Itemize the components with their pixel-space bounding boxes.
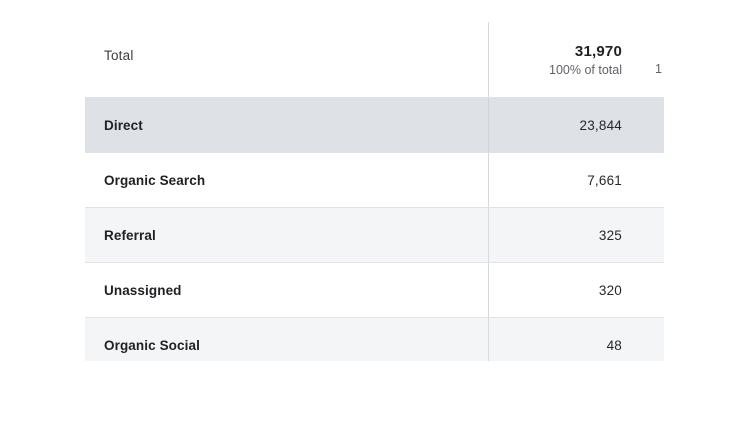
channel-dimension-cell: Organic Search	[85, 153, 488, 207]
total-label: Total	[104, 48, 134, 63]
channel-value: 23,844	[579, 117, 622, 133]
total-row-metric-cell: 31,970 100% of total 1	[488, 22, 664, 97]
channel-metric-cell: 7,661	[488, 153, 664, 207]
channel-label: Unassigned	[104, 282, 182, 298]
total-row: Total 31,970 100% of total 1	[85, 22, 664, 97]
channel-dimension-cell: Unassigned	[85, 263, 488, 317]
clipped-next-column-text: 1	[655, 62, 662, 76]
channel-metric-cell: 320	[488, 263, 664, 317]
table-row[interactable]: Referral 325	[85, 207, 664, 262]
channel-dimension-cell: Direct	[85, 98, 488, 152]
total-row-dimension-cell: Total	[85, 22, 488, 97]
channel-label: Direct	[104, 117, 143, 133]
table-row[interactable]: Unassigned 320	[85, 262, 664, 317]
channels-data-table: Total 31,970 100% of total 1 Direct 23,8…	[85, 22, 664, 361]
table-row[interactable]: Direct 23,844	[85, 97, 664, 152]
channel-dimension-cell: Referral	[85, 208, 488, 262]
total-percent-of-total: 100% of total	[549, 62, 622, 77]
channel-metric-cell: 325	[488, 208, 664, 262]
channel-metric-cell: 23,844	[488, 98, 664, 152]
table-body: Direct 23,844 Organic Search 7,661 Refer…	[85, 97, 664, 361]
channel-metric-cell: 48	[488, 318, 664, 361]
channel-value: 48	[606, 337, 622, 353]
channel-value: 325	[598, 227, 622, 243]
table-row[interactable]: Organic Search 7,661	[85, 152, 664, 207]
table-row[interactable]: Organic Social 48	[85, 317, 664, 361]
channel-value: 320	[598, 282, 622, 298]
channel-value: 7,661	[587, 172, 622, 188]
channel-dimension-cell: Organic Social	[85, 318, 488, 361]
channel-label: Organic Search	[104, 172, 206, 188]
channel-label: Referral	[104, 227, 156, 243]
total-metric-value: 31,970	[574, 42, 622, 60]
channel-label: Organic Social	[104, 337, 200, 353]
